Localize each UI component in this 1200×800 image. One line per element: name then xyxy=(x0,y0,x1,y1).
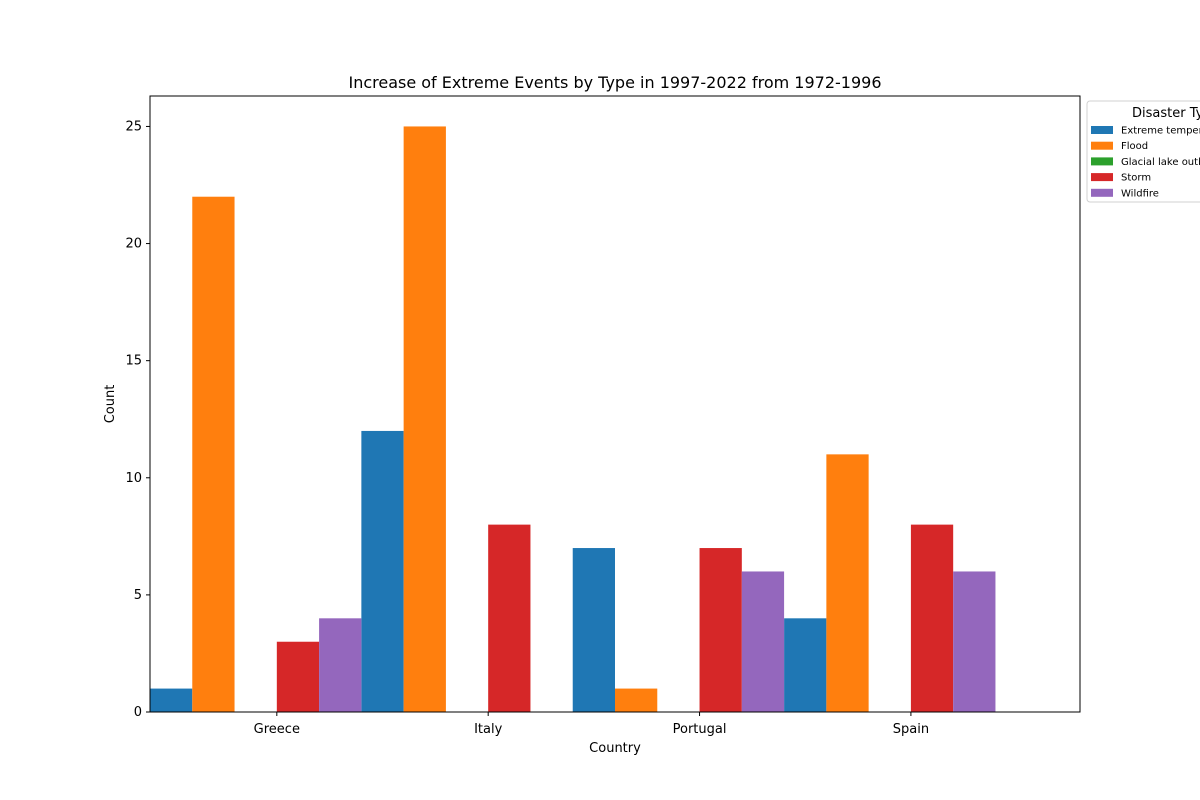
bar-storm-portugal xyxy=(699,548,742,712)
legend-swatch xyxy=(1091,173,1113,182)
bar-flood-italy xyxy=(403,126,446,712)
legend-label: Storm xyxy=(1121,173,1151,184)
y-tick-label: 25 xyxy=(125,119,142,134)
bar-storm-greece xyxy=(276,641,320,712)
legend-swatch xyxy=(1091,188,1113,197)
bar-wildfire-spain xyxy=(953,571,996,712)
y-axis-label: Count xyxy=(103,385,118,424)
bar-storm-italy xyxy=(488,524,531,712)
bar-extreme-temperature-portugal xyxy=(572,548,615,712)
legend-swatch xyxy=(1091,126,1113,134)
y-tick-label: 0 xyxy=(134,705,142,720)
legend-box xyxy=(1086,100,1200,203)
legend-label: Glacial lake outburst xyxy=(1121,157,1200,168)
bar-wildfire-portugal xyxy=(741,571,785,712)
x-tick-label: Spain xyxy=(893,722,929,737)
bar-flood-greece xyxy=(192,196,235,712)
y-tick-label: 10 xyxy=(125,471,142,486)
x-tick-label: Greece xyxy=(254,722,300,737)
bar-storm-spain xyxy=(910,524,954,712)
bar-wildfire-greece xyxy=(319,618,362,712)
bar-extreme-temperature-italy xyxy=(361,430,404,712)
legend-label: Wildfire xyxy=(1121,188,1159,199)
y-tick-label: 20 xyxy=(125,237,142,252)
legend-label: Extreme temperature xyxy=(1121,126,1200,137)
chart-title: Increase of Extreme Events by Type in 19… xyxy=(348,73,881,92)
legend-label: Flood xyxy=(1121,141,1148,152)
legend: Disaster Type Extreme temperature Flood Gla… xyxy=(1086,100,1200,203)
bar-extreme-temperature-greece xyxy=(150,688,193,712)
y-tick-label: 15 xyxy=(125,354,142,369)
x-tick-label: Italy xyxy=(474,722,503,737)
x-axis-label: Country xyxy=(589,741,641,756)
legend-swatch xyxy=(1091,141,1113,150)
plot-area: 0 5 10 15 20 25 Greece Italy Portugal Spain xyxy=(125,119,996,737)
bar-extreme-temperature-spain xyxy=(784,618,827,712)
x-tick-label: Portugal xyxy=(673,722,727,737)
legend-swatch xyxy=(1091,157,1113,166)
bar-flood-spain xyxy=(826,454,869,712)
y-tick-label: 5 xyxy=(134,588,142,603)
plot-frame xyxy=(149,95,1081,713)
bar-flood-portugal xyxy=(615,688,658,712)
legend-title: Disaster Type xyxy=(1132,106,1200,121)
